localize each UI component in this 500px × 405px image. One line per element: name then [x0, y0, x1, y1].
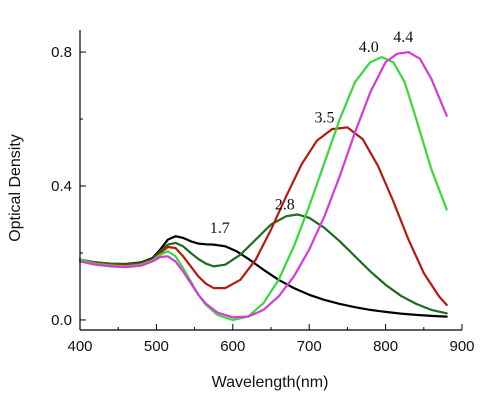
x-tick-label: 600 [220, 338, 245, 355]
y-tick-label: 0.4 [51, 178, 72, 195]
series-label-3: 4.0 [359, 39, 379, 56]
series-label-1: 2.8 [275, 197, 295, 214]
series-label-2: 3.5 [315, 109, 335, 126]
series-label-0: 1.7 [210, 220, 230, 237]
series-lines [78, 51, 448, 322]
axes [79, 30, 462, 331]
series-line-4 [78, 51, 448, 319]
x-tick-label: 900 [449, 338, 474, 355]
series-line-3 [78, 56, 448, 322]
series-labels: 1.7 2.8 3.5 4.0 4.4 [210, 29, 413, 237]
y-tick-label: 0.8 [51, 44, 72, 61]
x-tick-label: 400 [67, 338, 92, 355]
x-axis-title: Wavelength(nm) [212, 374, 329, 391]
x-tick-label: 500 [144, 338, 169, 355]
series-label-4: 4.4 [393, 29, 413, 46]
y-axis-title: Optical Density [7, 134, 24, 242]
x-tick-label: 800 [373, 338, 398, 355]
series-line-2 [78, 126, 448, 306]
x-tick-label: 700 [297, 338, 322, 355]
tick-marks [79, 51, 463, 330]
y-tick-label: 0.0 [51, 312, 72, 329]
tick-labels: 400 500 600 700 800 900 0.0 0.4 0.8 [51, 44, 474, 355]
